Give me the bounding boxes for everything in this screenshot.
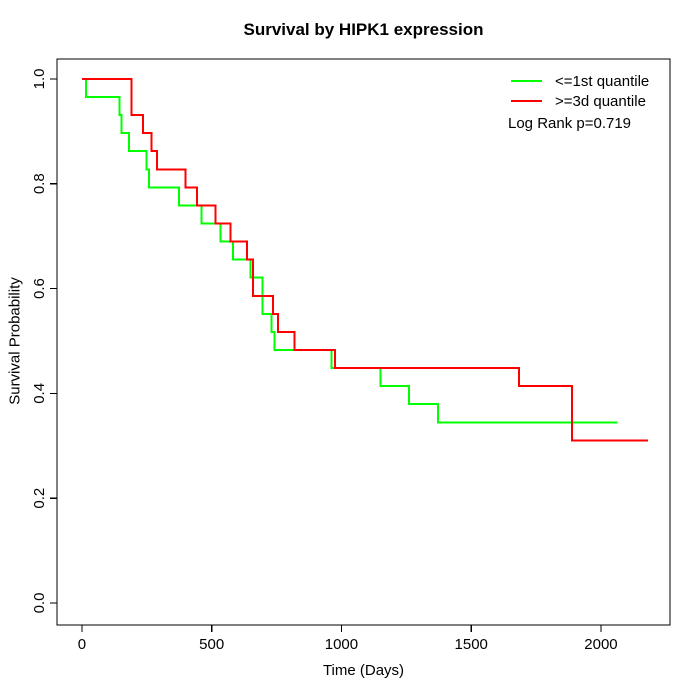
x-axis-tick-label: 500 bbox=[199, 636, 224, 653]
log-rank-annotation: Log Rank p=0.719 bbox=[508, 115, 632, 132]
legend-line-swatch bbox=[511, 100, 542, 102]
x-axis-tick-label: 2000 bbox=[584, 636, 617, 653]
chart-title: Survival by HIPK1 expression bbox=[243, 20, 484, 39]
legend-item: >=3d quantile bbox=[511, 91, 649, 111]
x-axis-tick-label: 0 bbox=[78, 636, 86, 653]
y-axis-label: Survival Probability bbox=[6, 277, 24, 405]
y-axis-tick-label: 1.0 bbox=[31, 68, 48, 89]
y-axis-tick-label: 0.6 bbox=[31, 278, 48, 299]
y-axis-tick-label: 0.4 bbox=[31, 383, 48, 404]
legend-line-swatch bbox=[511, 80, 542, 82]
x-axis-tick-label: 1500 bbox=[455, 636, 488, 653]
y-axis-tick-label: 0.8 bbox=[31, 173, 48, 194]
legend: <=1st quantile >=3d quantile bbox=[511, 71, 649, 111]
y-axis-tick-label: 0.0 bbox=[31, 593, 48, 614]
legend-label: >=3d quantile bbox=[555, 92, 646, 110]
x-axis-label: Time (Days) bbox=[322, 662, 405, 679]
legend-label: <=1st quantile bbox=[555, 72, 650, 90]
x-axis-tick-label: 1000 bbox=[325, 636, 358, 653]
survival-curve-high-expression bbox=[81, 77, 649, 442]
y-axis-tick-label: 0.2 bbox=[31, 488, 48, 509]
legend-item: <=1st quantile bbox=[511, 71, 649, 91]
plot-border bbox=[56, 58, 671, 626]
